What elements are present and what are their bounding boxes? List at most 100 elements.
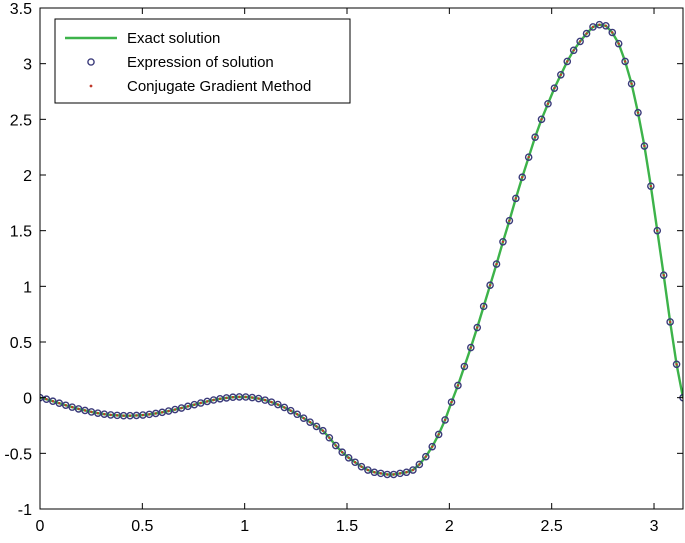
marker-expression-of-solution xyxy=(422,452,430,461)
marker-conjugate-gradient xyxy=(585,32,588,35)
marker-conjugate-gradient xyxy=(250,396,254,399)
marker-conjugate-gradient xyxy=(122,414,125,417)
y-tick-label: 3.5 xyxy=(10,1,32,18)
marker-conjugate-gradient xyxy=(96,411,100,415)
marker-conjugate-gradient xyxy=(70,405,74,409)
marker-conjugate-gradient xyxy=(514,197,518,200)
marker-conjugate-gradient xyxy=(488,284,492,287)
marker-conjugate-gradient xyxy=(199,401,202,405)
legend-label: Expression of solution xyxy=(127,54,274,71)
marker-conjugate-gradient xyxy=(328,436,331,439)
marker-expression-of-solution xyxy=(319,426,327,435)
marker-conjugate-gradient xyxy=(225,396,228,400)
marker-conjugate-gradient xyxy=(437,433,440,436)
marker-conjugate-gradient xyxy=(617,42,620,45)
legend-label: Exact solution xyxy=(127,30,220,47)
marker-conjugate-gradient xyxy=(77,407,80,411)
marker-conjugate-gradient xyxy=(668,320,672,324)
marker-expression-of-solution xyxy=(563,57,572,66)
marker-expression-of-solution xyxy=(621,57,629,66)
marker-conjugate-gradient xyxy=(546,102,550,105)
marker-expression-of-solution xyxy=(331,441,340,450)
marker-conjugate-gradient xyxy=(186,405,190,408)
marker-conjugate-gradient xyxy=(154,412,157,415)
x-tick-label: 1 xyxy=(240,518,249,535)
marker-expression-of-solution xyxy=(428,442,437,451)
marker-expression-of-solution xyxy=(351,458,359,467)
marker-conjugate-gradient xyxy=(392,473,395,476)
marker-expression-of-solution xyxy=(467,343,475,352)
marker-expression-of-solution xyxy=(499,237,507,246)
marker-expression-of-solution xyxy=(409,466,417,474)
legend-label: Conjugate Gradient Method xyxy=(127,78,311,95)
marker-conjugate-gradient xyxy=(675,363,678,366)
marker-expression-of-solution xyxy=(550,84,559,92)
marker-expression-of-solution xyxy=(364,466,372,474)
marker-expression-of-solution xyxy=(434,430,443,439)
marker-conjugate-gradient xyxy=(205,400,209,403)
marker-expression-of-solution xyxy=(312,422,321,431)
marker-conjugate-gradient xyxy=(341,451,344,454)
marker-conjugate-gradient xyxy=(45,398,48,401)
marker-conjugate-gradient xyxy=(360,465,363,468)
marker-conjugate-gradient xyxy=(244,395,247,399)
marker-conjugate-gradient xyxy=(379,472,382,475)
marker-expression-of-solution xyxy=(569,46,578,55)
marker-conjugate-gradient xyxy=(302,416,305,420)
marker-conjugate-gradient xyxy=(527,155,530,159)
marker-expression-of-solution xyxy=(653,226,662,235)
marker-conjugate-gradient xyxy=(115,414,119,417)
marker-expression-of-solution xyxy=(402,468,411,477)
marker-conjugate-gradient xyxy=(373,471,376,474)
marker-conjugate-gradient xyxy=(431,445,434,448)
x-tick-label: 0 xyxy=(36,518,45,535)
marker-conjugate-gradient xyxy=(623,60,627,63)
x-tick-label: 2.5 xyxy=(541,518,563,535)
marker-expression-of-solution xyxy=(614,39,623,48)
marker-conjugate-gradient xyxy=(533,135,537,139)
y-tick-label: -0.5 xyxy=(4,446,32,463)
marker-conjugate-gradient xyxy=(501,240,505,243)
marker-conjugate-gradient xyxy=(450,400,453,404)
marker-conjugate-gradient xyxy=(553,86,556,90)
marker-conjugate-gradient xyxy=(334,444,337,447)
marker-expression-of-solution xyxy=(344,453,353,462)
marker-expression-of-solution xyxy=(512,194,520,203)
marker-conjugate-gradient xyxy=(289,409,292,412)
marker-conjugate-gradient xyxy=(295,413,299,416)
marker-conjugate-gradient xyxy=(315,425,318,428)
marker-conjugate-gradient xyxy=(508,219,511,222)
marker-conjugate-gradient xyxy=(591,25,595,29)
marker-conjugate-gradient xyxy=(160,411,164,414)
marker-conjugate-gradient xyxy=(540,118,543,121)
marker-conjugate-gradient xyxy=(128,414,132,417)
marker-conjugate-gradient xyxy=(64,404,67,407)
marker-conjugate-gradient xyxy=(572,49,575,52)
marker-conjugate-gradient xyxy=(103,412,106,416)
marker-expression-of-solution xyxy=(640,142,649,150)
marker-conjugate-gradient xyxy=(276,403,280,406)
y-tick-label: 0.5 xyxy=(10,335,32,352)
marker-conjugate-gradient xyxy=(469,346,473,349)
marker-conjugate-gradient xyxy=(643,144,646,148)
marker-expression-of-solution xyxy=(672,360,681,369)
marker-conjugate-gradient xyxy=(51,400,55,403)
marker-expression-of-solution xyxy=(479,302,488,311)
marker-expression-of-solution xyxy=(634,108,642,117)
marker-conjugate-gradient xyxy=(238,395,241,399)
marker-conjugate-gradient xyxy=(476,326,479,329)
marker-conjugate-gradient xyxy=(456,384,460,387)
marker-conjugate-gradient xyxy=(411,468,415,472)
marker-expression-of-solution xyxy=(261,396,269,404)
legend-swatch-circle xyxy=(87,58,95,66)
marker-expression-of-solution xyxy=(576,37,584,46)
legend: Exact solution Expression of solution Conj… xyxy=(54,18,351,104)
marker-conjugate-gradient xyxy=(630,82,633,85)
marker-expression-of-solution xyxy=(518,173,527,182)
marker-conjugate-gradient xyxy=(308,420,312,424)
y-tick-label: 3 xyxy=(23,57,32,74)
marker-expression-of-solution xyxy=(293,410,301,419)
marker-expression-of-solution xyxy=(582,29,591,38)
marker-expression-of-solution xyxy=(274,400,282,409)
